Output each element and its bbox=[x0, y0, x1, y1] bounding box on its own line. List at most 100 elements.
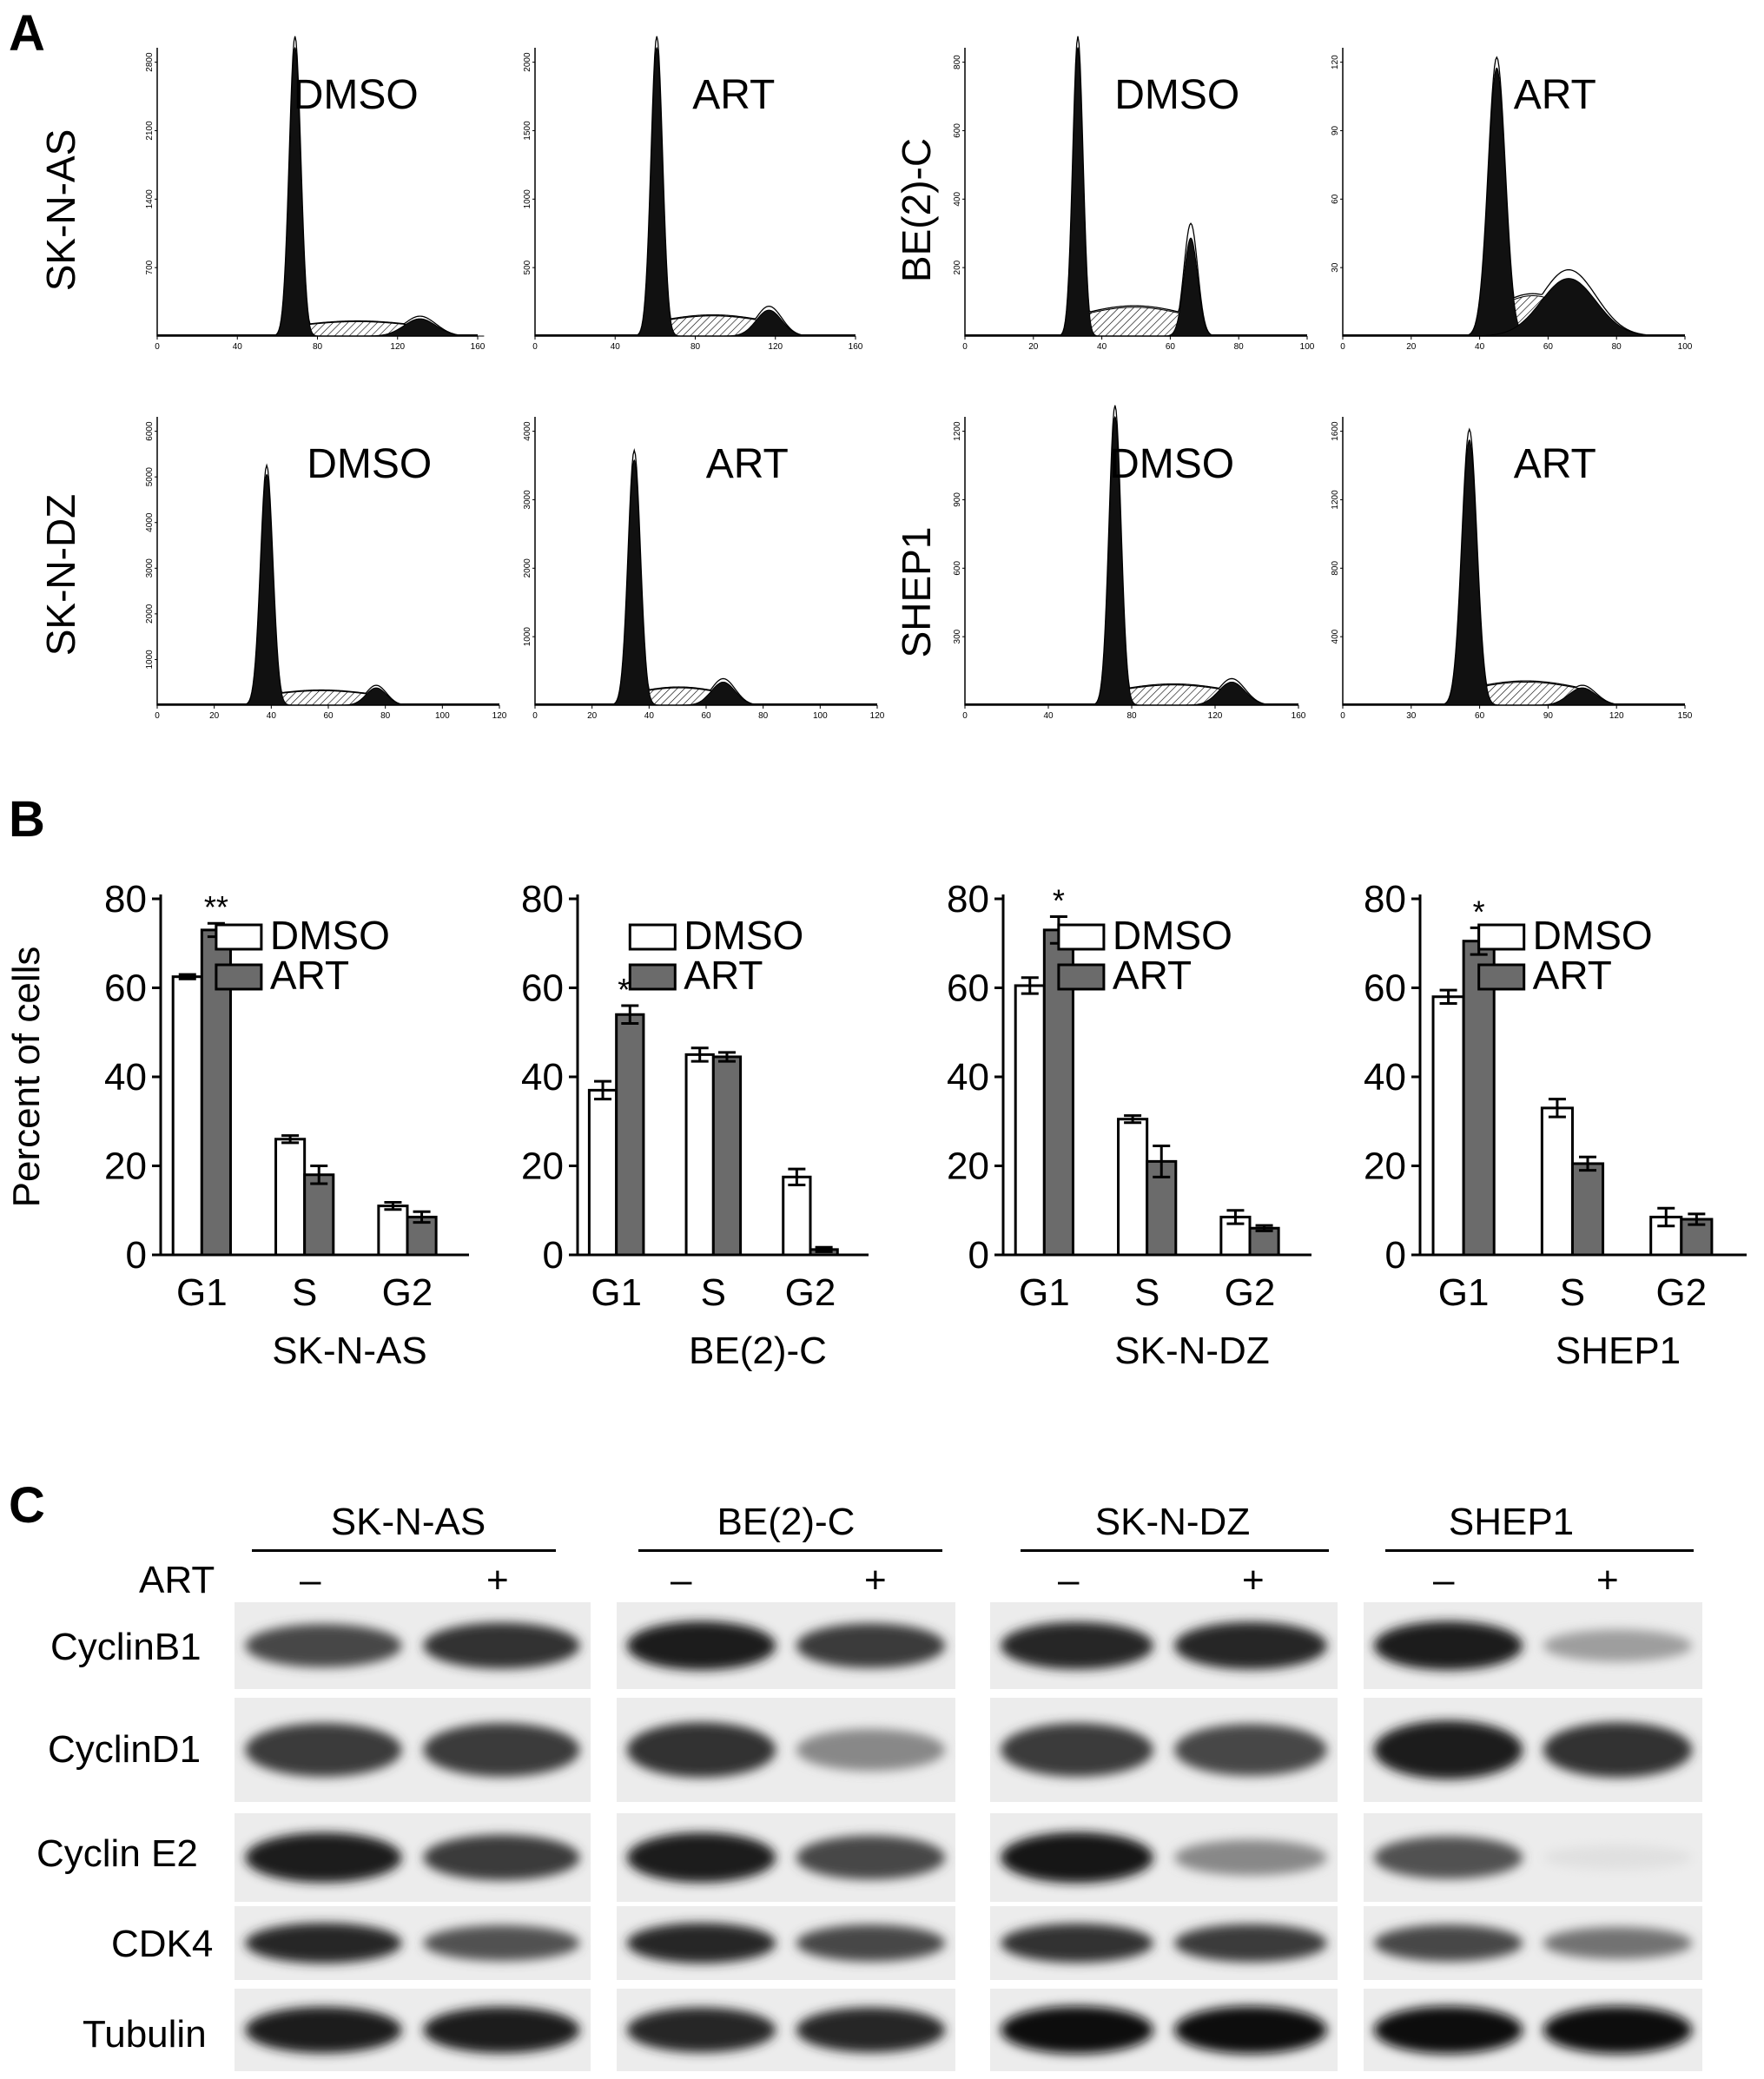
minus-sign: – bbox=[300, 1559, 321, 1601]
x-tick-label: S bbox=[1134, 1271, 1159, 1314]
x-tick-label: 120 bbox=[1208, 711, 1223, 721]
y-tick-label: 800 bbox=[953, 55, 962, 69]
x-tick-label: 20 bbox=[209, 711, 220, 721]
chart-cell-line-label: BE(2)-C bbox=[689, 1330, 827, 1372]
treatment-label: ART bbox=[1514, 72, 1596, 118]
significance-marker: ** bbox=[204, 889, 228, 925]
blot-band bbox=[1174, 1621, 1327, 1670]
blot-band bbox=[245, 1624, 402, 1667]
y-tick-label: 1000 bbox=[523, 627, 532, 647]
histogram-be2c-art: 0 20 40 60 80 100 30 60 90 120 ART bbox=[1331, 48, 1693, 352]
legend-label: ART bbox=[684, 953, 763, 998]
plus-sign: + bbox=[1596, 1559, 1619, 1601]
blot-band bbox=[1373, 1836, 1523, 1879]
y-tick-label: 1000 bbox=[145, 650, 155, 670]
blot-band bbox=[1174, 2005, 1327, 2055]
bar-art-g2 bbox=[406, 1215, 438, 1257]
histogram-envelope bbox=[157, 463, 499, 705]
blot-band bbox=[626, 1722, 776, 1778]
bar-dmso-s bbox=[1117, 1118, 1149, 1257]
protein-label-cyclind1: CyclinD1 bbox=[48, 1728, 202, 1771]
x-tick-label: 0 bbox=[532, 711, 538, 721]
x-tick-label: 40 bbox=[1043, 711, 1054, 721]
blot-band bbox=[1174, 1724, 1327, 1776]
y-tick-label: 1000 bbox=[523, 189, 532, 209]
x-tick-label: 60 bbox=[323, 711, 334, 721]
histogram-envelope bbox=[1343, 56, 1685, 336]
blot-band bbox=[796, 1924, 946, 1962]
x-tick-label: 160 bbox=[849, 342, 863, 352]
legend-swatch bbox=[628, 963, 677, 991]
x-tick-label: G2 bbox=[382, 1271, 433, 1314]
y-tick-label: 1200 bbox=[1331, 490, 1340, 510]
error-bar bbox=[1548, 1098, 1566, 1119]
s-phase-area bbox=[1077, 307, 1192, 337]
legend-label: DMSO bbox=[1113, 913, 1232, 958]
x-tick-label: 60 bbox=[1166, 342, 1176, 352]
x-tick-label: 120 bbox=[492, 711, 507, 721]
treatment-label: ART bbox=[706, 441, 789, 487]
s-phase-area bbox=[294, 320, 421, 337]
x-tick-label: 100 bbox=[435, 711, 450, 721]
y-tick-label: 20 bbox=[1364, 1145, 1406, 1188]
histogram-shep1-dmso: 0 40 80 120 160 300 600 900 1200 DMSO bbox=[953, 405, 1306, 721]
x-tick-label: 80 bbox=[758, 711, 769, 721]
blot-band bbox=[1543, 1629, 1693, 1662]
error-bar bbox=[1688, 1212, 1706, 1226]
legend-swatch bbox=[628, 923, 677, 951]
s-phase-area bbox=[266, 690, 377, 706]
blot-band bbox=[796, 1623, 946, 1668]
minus-sign: – bbox=[1433, 1559, 1455, 1601]
legend-label: ART bbox=[1113, 953, 1192, 998]
x-tick-label: 0 bbox=[962, 711, 968, 721]
x-tick-label: G1 bbox=[1019, 1271, 1070, 1314]
y-tick-label: 4000 bbox=[145, 512, 155, 532]
error-bar bbox=[281, 1134, 300, 1145]
x-tick-label: 0 bbox=[962, 342, 968, 352]
error-bar bbox=[594, 1079, 612, 1101]
legend-swatch bbox=[1057, 923, 1106, 951]
blot-band bbox=[1373, 1720, 1523, 1779]
panel-letter-c: C bbox=[9, 1477, 45, 1534]
error-bar bbox=[1579, 1155, 1597, 1172]
y-tick-label: 40 bbox=[104, 1056, 147, 1099]
x-tick-label: 120 bbox=[870, 711, 885, 721]
blot-band bbox=[626, 1923, 776, 1964]
error-bar bbox=[690, 1046, 709, 1063]
blot-band bbox=[1001, 2005, 1153, 2055]
x-tick-label: G1 bbox=[591, 1271, 642, 1314]
bar-art-s bbox=[303, 1173, 335, 1257]
blot-cell-title-be2c: BE(2)-C bbox=[717, 1501, 856, 1543]
blot-band bbox=[423, 1723, 580, 1777]
x-tick-label: 120 bbox=[1609, 711, 1624, 721]
y-tick-label: 1400 bbox=[145, 189, 155, 209]
y-tick-label: 2100 bbox=[145, 121, 155, 141]
y-tick-label: 2800 bbox=[145, 52, 155, 72]
treatment-label: ART bbox=[139, 1559, 215, 1601]
error-bar bbox=[1226, 1209, 1245, 1225]
bar-art-s bbox=[1570, 1162, 1605, 1257]
legend-label: ART bbox=[270, 953, 349, 998]
blot-band bbox=[796, 1728, 946, 1772]
s-phase-area bbox=[1114, 684, 1232, 706]
x-tick-label: 80 bbox=[690, 342, 701, 352]
blot-cell-underline bbox=[638, 1549, 942, 1552]
y-tick-label: 60 bbox=[1331, 194, 1340, 204]
y-tick-label: 120 bbox=[1331, 55, 1340, 69]
panel-letter-b: B bbox=[9, 791, 45, 848]
s-phase-area bbox=[656, 315, 770, 337]
x-tick-label: 80 bbox=[1126, 711, 1137, 721]
blot-band bbox=[1001, 1923, 1153, 1964]
x-tick-label: S bbox=[1560, 1271, 1585, 1314]
blot-band bbox=[1543, 1926, 1693, 1960]
y-tick-label: 3000 bbox=[145, 558, 155, 578]
x-tick-label: 80 bbox=[313, 342, 323, 352]
error-bar bbox=[1657, 1206, 1675, 1228]
histogram-sk-n-dz-dmso: 0 20 40 60 80 100 120 1000 2000 3000 4000 5000 6000 D… bbox=[145, 417, 507, 721]
error-bar bbox=[717, 1051, 736, 1063]
chart-cell-line-label: SK-N-DZ bbox=[1114, 1330, 1269, 1372]
plus-sign: + bbox=[1242, 1559, 1265, 1601]
